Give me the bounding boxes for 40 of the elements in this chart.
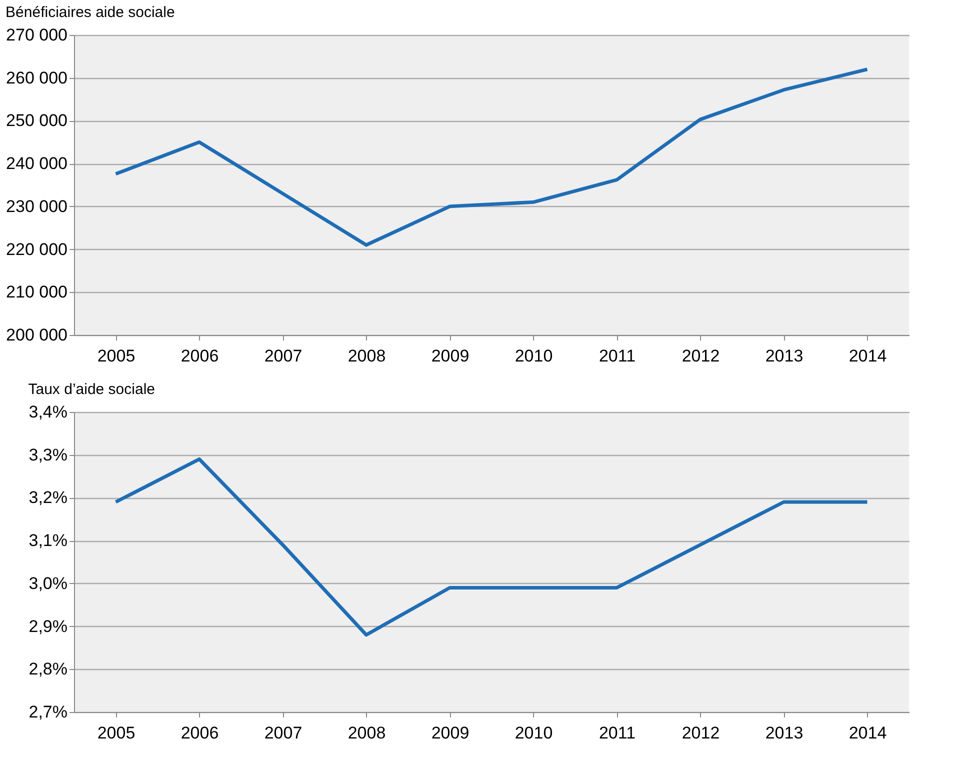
x-tick-label: 2011 (598, 724, 636, 742)
x-tick-label: 2006 (180, 724, 219, 742)
y-tick-label: 260 000 (6, 68, 68, 88)
chart-title: Taux d’aide sociale (28, 381, 155, 398)
x-tick-label: 2009 (431, 346, 470, 366)
y-tick-label: 3,1% (28, 531, 68, 550)
x-tick-label: 2010 (514, 724, 553, 742)
x-tick-label: 2011 (598, 346, 636, 366)
x-tick-label: 2007 (264, 724, 302, 742)
y-tick-label: 3,0% (28, 574, 68, 593)
y-tick-label: 250 000 (6, 111, 68, 130)
y-tick-label: 270 000 (6, 26, 68, 44)
x-tick-label: 2006 (180, 346, 219, 366)
y-tick-label: 3,2% (28, 488, 68, 508)
y-tick-label: 3,4% (28, 402, 68, 422)
x-tick-label: 2008 (348, 724, 386, 742)
line-series (114, 457, 869, 637)
y-tick-label: 2,7% (28, 702, 68, 722)
y-tick-label: 230 000 (6, 196, 68, 216)
y-tick-label: 3,3% (28, 445, 68, 464)
x-tick-label: 2007 (264, 346, 302, 366)
y-tick-label: 2,9% (28, 616, 68, 636)
y-tick-label: 240 000 (6, 154, 68, 174)
x-tick-label: 2014 (848, 724, 887, 742)
x-tick-label: 2013 (765, 724, 804, 742)
chart-title: Bénéficiaires aide sociale (6, 4, 175, 21)
x-tick-label: 2010 (514, 346, 553, 366)
x-tick-label: 2014 (848, 346, 887, 366)
y-tick-label: 200 000 (6, 326, 68, 344)
x-tick-label: 2013 (765, 346, 804, 366)
x-tick-label: 2008 (348, 346, 386, 366)
x-tick-label: 2009 (431, 724, 470, 742)
y-tick-label: 2,8% (28, 660, 68, 679)
x-tick-label: 2005 (97, 724, 136, 742)
x-tick-label: 2012 (682, 724, 720, 742)
line-series (114, 68, 869, 247)
x-tick-label: 2012 (682, 346, 720, 366)
x-tick-label: 2005 (97, 346, 136, 366)
y-tick-label: 210 000 (6, 282, 68, 302)
y-tick-label: 220 000 (6, 240, 68, 259)
